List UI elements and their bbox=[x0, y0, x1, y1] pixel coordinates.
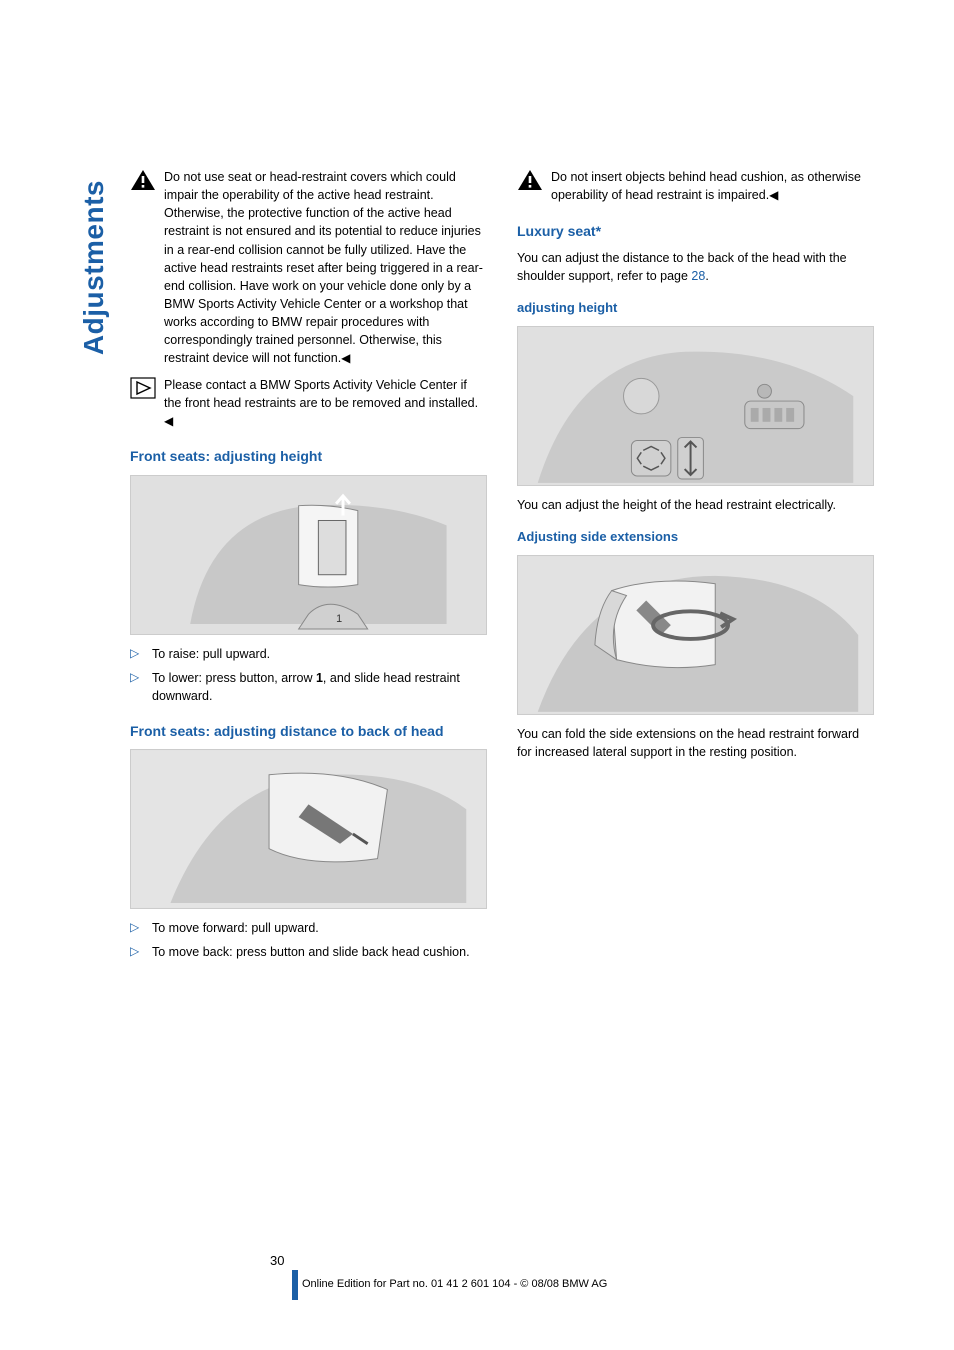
page-content: Do not use seat or head-restraint covers… bbox=[130, 168, 874, 968]
page-number: 30 bbox=[270, 1253, 284, 1268]
heading-side-extensions: Adjusting side extensions bbox=[517, 528, 874, 547]
right-column: Do not insert objects behind head cushio… bbox=[517, 168, 874, 968]
info-icon bbox=[130, 377, 156, 399]
end-mark: ◀ bbox=[769, 187, 778, 204]
info-text-1: Please contact a BMW Sports Activity Veh… bbox=[164, 378, 478, 410]
list-item: To move back: press button and slide bac… bbox=[130, 943, 487, 961]
adj-height-text: You can adjust the height of the head re… bbox=[517, 496, 874, 514]
warning-text-1: Do not use seat or head-restraint covers… bbox=[164, 170, 483, 365]
warning-text-2: Do not insert objects behind head cushio… bbox=[551, 170, 861, 202]
left-column: Do not use seat or head-restraint covers… bbox=[130, 168, 487, 968]
side-ext-text: You can fold the side extensions on the … bbox=[517, 725, 874, 761]
figure-side-extensions bbox=[517, 555, 874, 715]
end-mark: ◀ bbox=[341, 350, 350, 367]
list-item: To move forward: pull upward. bbox=[130, 919, 487, 937]
list-item: To lower: press button, arrow 1, and sli… bbox=[130, 669, 487, 705]
heading-front-height: Front seats: adjusting height bbox=[130, 446, 487, 466]
warning-icon bbox=[517, 169, 543, 191]
heading-front-distance: Front seats: adjusting distance to back … bbox=[130, 721, 487, 741]
warning-note-1: Do not use seat or head-restraint covers… bbox=[130, 168, 487, 368]
bullets-height: To raise: pull upward. To lower: press b… bbox=[130, 645, 487, 705]
svg-text:1: 1 bbox=[336, 613, 342, 625]
luxury-text-a: You can adjust the distance to the back … bbox=[517, 251, 847, 283]
heading-adjusting-height: adjusting height bbox=[517, 299, 874, 318]
page-link-28[interactable]: 28 bbox=[691, 269, 705, 283]
end-mark: ◀ bbox=[164, 413, 173, 430]
info-note-1: Please contact a BMW Sports Activity Veh… bbox=[130, 376, 487, 431]
warning-note-2: Do not insert objects behind head cushio… bbox=[517, 168, 874, 205]
list-item: To raise: pull upward. bbox=[130, 645, 487, 663]
figure-front-distance bbox=[130, 749, 487, 909]
figure-front-height: 1 bbox=[130, 475, 487, 635]
footer-text: Online Edition for Part no. 01 41 2 601 … bbox=[302, 1278, 607, 1290]
luxury-paragraph: You can adjust the distance to the back … bbox=[517, 249, 874, 285]
warning-icon bbox=[130, 169, 156, 191]
heading-luxury: Luxury seat* bbox=[517, 221, 874, 241]
luxury-text-b: . bbox=[705, 269, 708, 283]
figure-luxury-height bbox=[517, 326, 874, 486]
page-accent-bar bbox=[292, 1270, 298, 1300]
side-tab-label: Adjustments bbox=[78, 180, 110, 355]
bullets-distance: To move forward: pull upward. To move ba… bbox=[130, 919, 487, 961]
